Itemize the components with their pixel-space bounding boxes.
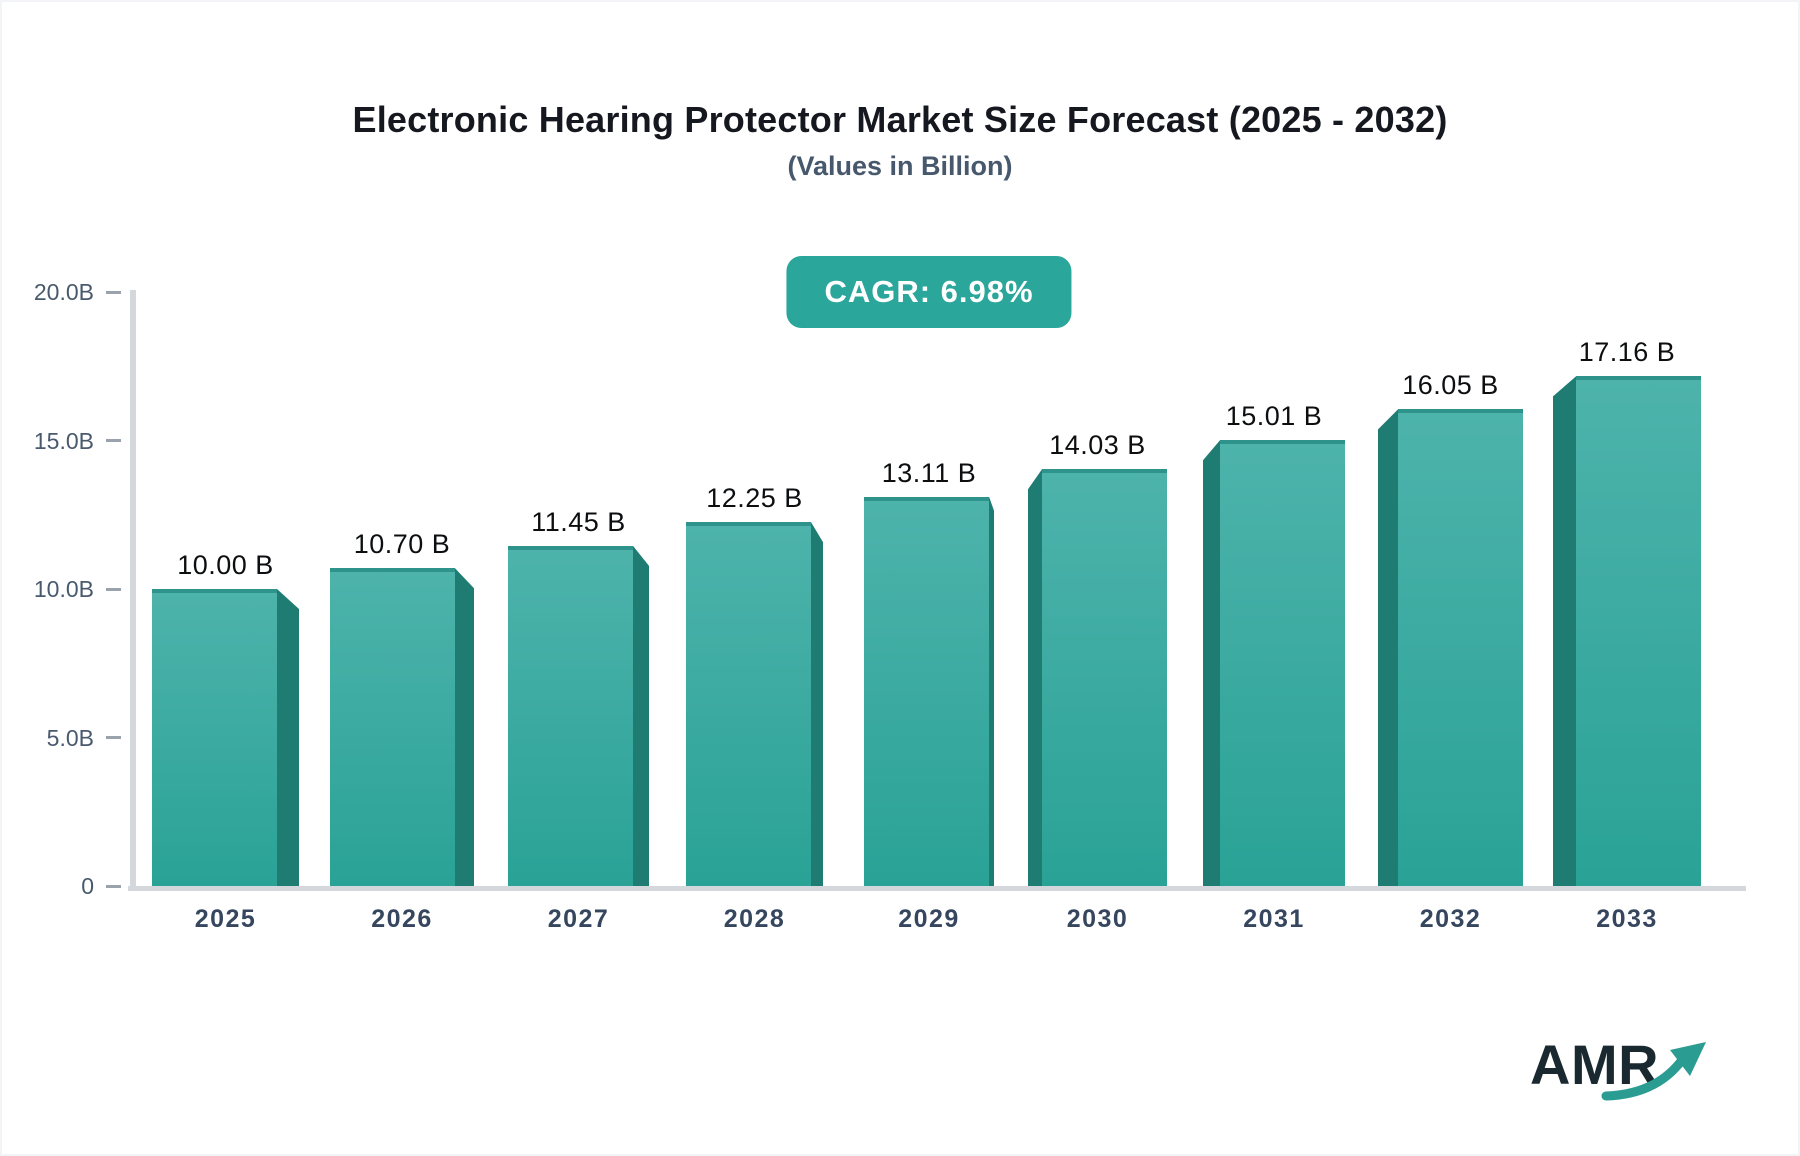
bar-side-3d-2030 <box>1028 469 1042 886</box>
x-tick-label-2031: 2031 <box>1243 905 1305 933</box>
bar-value-label-2026: 10.70 B <box>353 529 451 560</box>
bar-2028 <box>686 522 811 886</box>
bar-side-3d-2031 <box>1203 440 1220 886</box>
bar-side-3d-2033 <box>1553 376 1576 886</box>
bar-value-label-2031: 15.01 B <box>1225 401 1323 432</box>
cagr-badge: CAGR: 6.98% <box>786 256 1072 328</box>
bar-value-label-2032: 16.05 B <box>1402 370 1499 401</box>
y-tick-label: 15.0B <box>33 427 94 454</box>
x-tick-label-2032: 2032 <box>1419 905 1482 933</box>
bar-value-label-2025: 10.00 B <box>177 550 274 580</box>
bar-side-3d-2032 <box>1378 409 1398 886</box>
y-tick-mark <box>106 884 121 888</box>
bar-side-3d-2029 <box>989 496 994 886</box>
bar-value-label-2027: 11.45 B <box>531 506 626 537</box>
x-tick-label-2033: 2033 <box>1596 905 1658 933</box>
bar-2031 <box>1220 440 1345 886</box>
amr-logo-text: AMR <box>1530 1033 1660 1096</box>
x-tick-label-2028: 2028 <box>723 905 786 933</box>
bar-2033 <box>1576 376 1701 886</box>
bar-side-3d-2026 <box>455 568 474 886</box>
y-tick-label: 0 <box>81 873 94 899</box>
bar-side-3d-2025 <box>277 589 299 886</box>
y-tick-mark <box>106 587 121 591</box>
x-tick-label-2025: 2025 <box>194 905 257 933</box>
bar-side-3d-2027 <box>633 545 649 886</box>
x-axis-line <box>128 886 1746 891</box>
chart-title: Electronic Hearing Protector Market Size… <box>352 99 1448 140</box>
bar-2030 <box>1042 469 1167 886</box>
amr-logo: AMR <box>1530 1032 1720 1112</box>
bar-2029 <box>864 496 989 886</box>
y-tick-label: 5.0B <box>46 724 94 751</box>
bar-value-label-2029: 13.11 B <box>881 457 977 488</box>
y-tick-label: 10.0B <box>33 576 94 602</box>
x-tick-label-2027: 2027 <box>547 905 610 933</box>
chart-subtitle: (Values in Billion) <box>787 151 1013 181</box>
y-axis-line <box>130 290 136 891</box>
x-tick-label-2029: 2029 <box>898 905 960 933</box>
bar-value-label-2030: 14.03 B <box>1049 430 1146 461</box>
bar-2026 <box>330 568 455 886</box>
bar-2032 <box>1398 409 1523 886</box>
y-tick-mark <box>106 736 121 739</box>
y-tick-mark <box>106 290 121 294</box>
bar-2025 <box>152 589 277 886</box>
bar-side-3d-2028 <box>811 522 823 886</box>
y-tick-label: 20.0B <box>33 279 94 305</box>
bar-2027 <box>508 545 633 886</box>
bar-value-label-2028: 12.25 B <box>706 483 803 514</box>
bar-value-label-2033: 17.16 B <box>1578 337 1676 368</box>
x-tick-label-2030: 2030 <box>1066 905 1129 933</box>
growth-arrow-icon <box>1601 1042 1706 1101</box>
x-tick-label-2026: 2026 <box>371 905 433 933</box>
y-tick-mark <box>106 439 121 442</box>
